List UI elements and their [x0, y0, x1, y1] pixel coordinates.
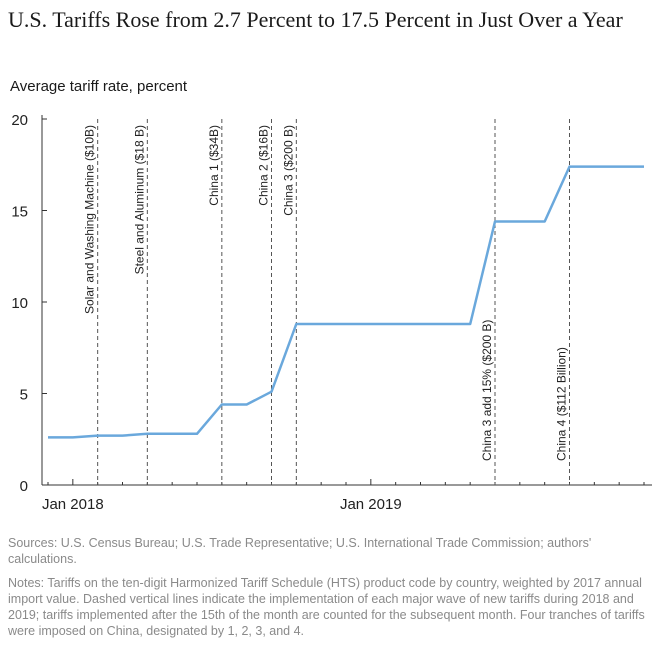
notes-text: Notes: Tariffs on the ten-digit Harmoniz…	[8, 576, 645, 638]
event-marker-label: China 1 ($34B)	[207, 125, 221, 206]
tariff-line-chart: 0 5 10 15 20 Jan 2018 Jan 2019 Solar and Washin…	[11, 112, 652, 513]
x-tick-label: Jan 2019	[340, 496, 402, 513]
y-tick-label: 10	[11, 295, 28, 312]
event-marker-label: China 3 ($200 B)	[281, 125, 295, 216]
event-marker-label: China 3 add 15% ($200 B)	[480, 320, 494, 461]
y-tick-label: 20	[11, 112, 28, 129]
y-tick-label: 0	[20, 478, 28, 495]
y-tick-label: 5	[20, 387, 28, 404]
sources-note: Sources: U.S. Census Bureau; U.S. Trade …	[8, 536, 592, 566]
event-marker-label: China 4 ($112 Billion)	[555, 347, 569, 461]
event-marker-label: Solar and Washing Machine ($10B)	[83, 125, 97, 314]
event-marker-label: China 2 ($16B)	[257, 125, 271, 206]
y-axis-label: Average tariff rate, percent	[10, 78, 188, 95]
tariff-rate-line	[48, 165, 644, 439]
chart-title: U.S. Tariffs Rose from 2.7 Percent to 17…	[8, 7, 623, 32]
event-marker-label: Steel and Aluminum ($18 B)	[132, 125, 146, 274]
x-tick-label: Jan 2018	[42, 496, 104, 513]
y-tick-label: 15	[11, 204, 28, 221]
